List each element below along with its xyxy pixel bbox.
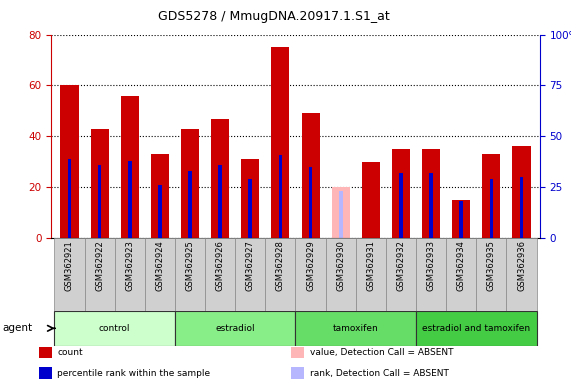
Text: value, Detection Call = ABSENT: value, Detection Call = ABSENT xyxy=(309,348,453,357)
Bar xyxy=(399,173,403,238)
Text: agent: agent xyxy=(3,323,33,333)
Text: GSM362925: GSM362925 xyxy=(186,240,195,291)
Bar xyxy=(429,173,433,238)
Bar xyxy=(279,155,282,238)
Bar xyxy=(218,165,222,238)
Bar xyxy=(98,165,102,238)
Text: GSM362922: GSM362922 xyxy=(95,240,104,291)
Bar xyxy=(54,238,85,311)
Bar xyxy=(325,238,356,311)
Bar xyxy=(248,179,252,238)
Text: estradiol and tamoxifen: estradiol and tamoxifen xyxy=(422,324,530,333)
Bar xyxy=(188,171,192,238)
Bar xyxy=(67,159,71,238)
Bar xyxy=(296,311,416,346)
Text: GSM362924: GSM362924 xyxy=(155,240,164,291)
Bar xyxy=(145,238,175,311)
Text: percentile rank within the sample: percentile rank within the sample xyxy=(58,369,211,378)
Bar xyxy=(266,238,296,311)
Text: tamoxifen: tamoxifen xyxy=(333,324,379,333)
Text: GSM362934: GSM362934 xyxy=(457,240,466,291)
Bar xyxy=(85,238,115,311)
Bar xyxy=(506,238,537,311)
Bar xyxy=(39,347,52,358)
Bar xyxy=(61,86,78,238)
Text: GSM362929: GSM362929 xyxy=(306,240,315,291)
Bar xyxy=(296,238,325,311)
Text: GSM362926: GSM362926 xyxy=(216,240,224,291)
Bar xyxy=(291,347,304,358)
Text: GSM362927: GSM362927 xyxy=(246,240,255,291)
Bar xyxy=(115,238,145,311)
Text: GSM362921: GSM362921 xyxy=(65,240,74,291)
Bar xyxy=(339,191,343,238)
Bar xyxy=(291,367,304,379)
Text: rank, Detection Call = ABSENT: rank, Detection Call = ABSENT xyxy=(309,369,448,378)
Text: GDS5278 / MmugDNA.20917.1.S1_at: GDS5278 / MmugDNA.20917.1.S1_at xyxy=(158,10,390,23)
Bar xyxy=(489,179,493,238)
Text: GSM362933: GSM362933 xyxy=(427,240,436,291)
Bar xyxy=(309,167,312,238)
Text: GSM362932: GSM362932 xyxy=(396,240,405,291)
Text: control: control xyxy=(99,324,130,333)
Bar xyxy=(452,200,471,238)
Bar xyxy=(211,119,229,238)
Text: count: count xyxy=(58,348,83,357)
Text: GSM362935: GSM362935 xyxy=(487,240,496,291)
Text: estradiol: estradiol xyxy=(215,324,255,333)
Bar xyxy=(235,238,266,311)
Text: GSM362930: GSM362930 xyxy=(336,240,345,291)
Bar xyxy=(242,159,259,238)
Bar xyxy=(271,47,289,238)
Bar xyxy=(39,367,52,379)
Text: GSM362936: GSM362936 xyxy=(517,240,526,291)
Text: GSM362923: GSM362923 xyxy=(125,240,134,291)
Bar xyxy=(128,161,131,238)
Bar xyxy=(54,311,175,346)
Bar xyxy=(151,154,169,238)
Text: GSM362931: GSM362931 xyxy=(367,240,375,291)
Bar xyxy=(513,147,530,238)
Bar xyxy=(205,238,235,311)
Bar xyxy=(416,311,537,346)
Bar xyxy=(520,177,523,238)
Bar xyxy=(386,238,416,311)
Bar xyxy=(356,238,386,311)
Bar xyxy=(416,238,446,311)
Bar xyxy=(91,129,108,238)
Bar xyxy=(476,238,506,311)
Bar xyxy=(175,238,205,311)
Bar xyxy=(158,185,162,238)
Bar xyxy=(181,129,199,238)
Bar xyxy=(460,202,463,238)
Bar xyxy=(422,149,440,238)
Bar xyxy=(362,162,380,238)
Bar xyxy=(332,187,349,238)
Bar xyxy=(175,311,296,346)
Bar xyxy=(120,96,139,238)
Bar xyxy=(301,113,320,238)
Bar xyxy=(446,238,476,311)
Bar xyxy=(482,154,500,238)
Text: GSM362928: GSM362928 xyxy=(276,240,285,291)
Bar xyxy=(392,149,410,238)
